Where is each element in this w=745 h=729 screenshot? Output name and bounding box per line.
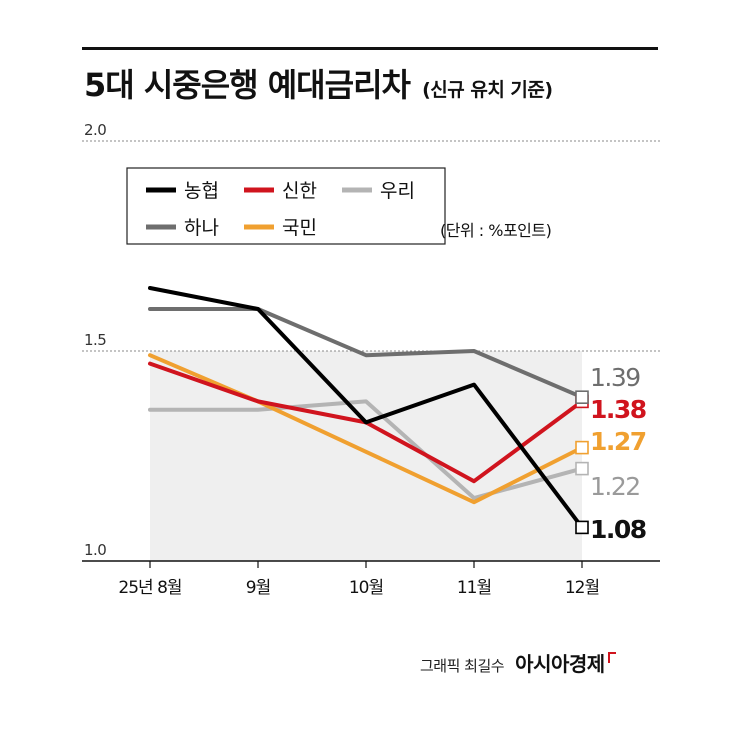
brand-logo-text: 아시아경제 <box>515 652 605 676</box>
title-text: 5대 시중은행 예대금리차 <box>84 66 411 104</box>
end-marker-농협 <box>575 520 589 535</box>
x-tick-label: 25년 8월 <box>118 578 181 598</box>
end-value-label-국민: 1.27 <box>590 427 646 456</box>
y-tick-label: 2.0 <box>84 121 106 139</box>
legend-box <box>126 167 446 245</box>
legend-label-우리: 우리 <box>380 180 415 202</box>
x-tick-label: 11월 <box>457 578 491 598</box>
end-marker-국민 <box>575 440 589 455</box>
chart-title: 5대 시중은행 예대금리차 (신규 유치 기준) <box>84 60 553 106</box>
legend-label-농협: 농협 <box>184 180 219 202</box>
series-line-국민 <box>148 353 584 505</box>
footer: 그래픽 최길수 아시아경제 <box>420 648 616 677</box>
end-value-label-농협: 1.08 <box>590 515 646 544</box>
end-value-label-우리: 1.22 <box>590 472 640 501</box>
y-tick-label: 1.5 <box>84 331 106 349</box>
legend-label-하나: 하나 <box>184 217 219 239</box>
x-tick-label: 10월 <box>349 578 383 598</box>
x-tick-label: 12월 <box>565 578 599 598</box>
end-marker-우리 <box>575 461 589 476</box>
brand-mark-icon <box>607 652 616 663</box>
unit-note: (단위 : %포인트) <box>440 221 551 240</box>
legend-label-국민: 국민 <box>282 217 317 239</box>
series-line-하나 <box>148 307 584 400</box>
end-marker-하나 <box>575 390 589 405</box>
series-line-농협 <box>148 286 584 530</box>
chart-subtitle: (신규 유치 기준) <box>422 79 553 101</box>
end-value-label-신한: 1.38 <box>590 395 646 424</box>
top-rule <box>82 47 658 50</box>
y-tick-label: 1.0 <box>84 541 106 559</box>
legend-label-신한: 신한 <box>282 180 317 202</box>
end-value-label-하나: 1.39 <box>590 363 640 392</box>
series-line-우리 <box>148 399 584 500</box>
graphic-credit: 그래픽 최길수 <box>420 657 505 675</box>
x-tick-label: 9월 <box>246 578 270 598</box>
